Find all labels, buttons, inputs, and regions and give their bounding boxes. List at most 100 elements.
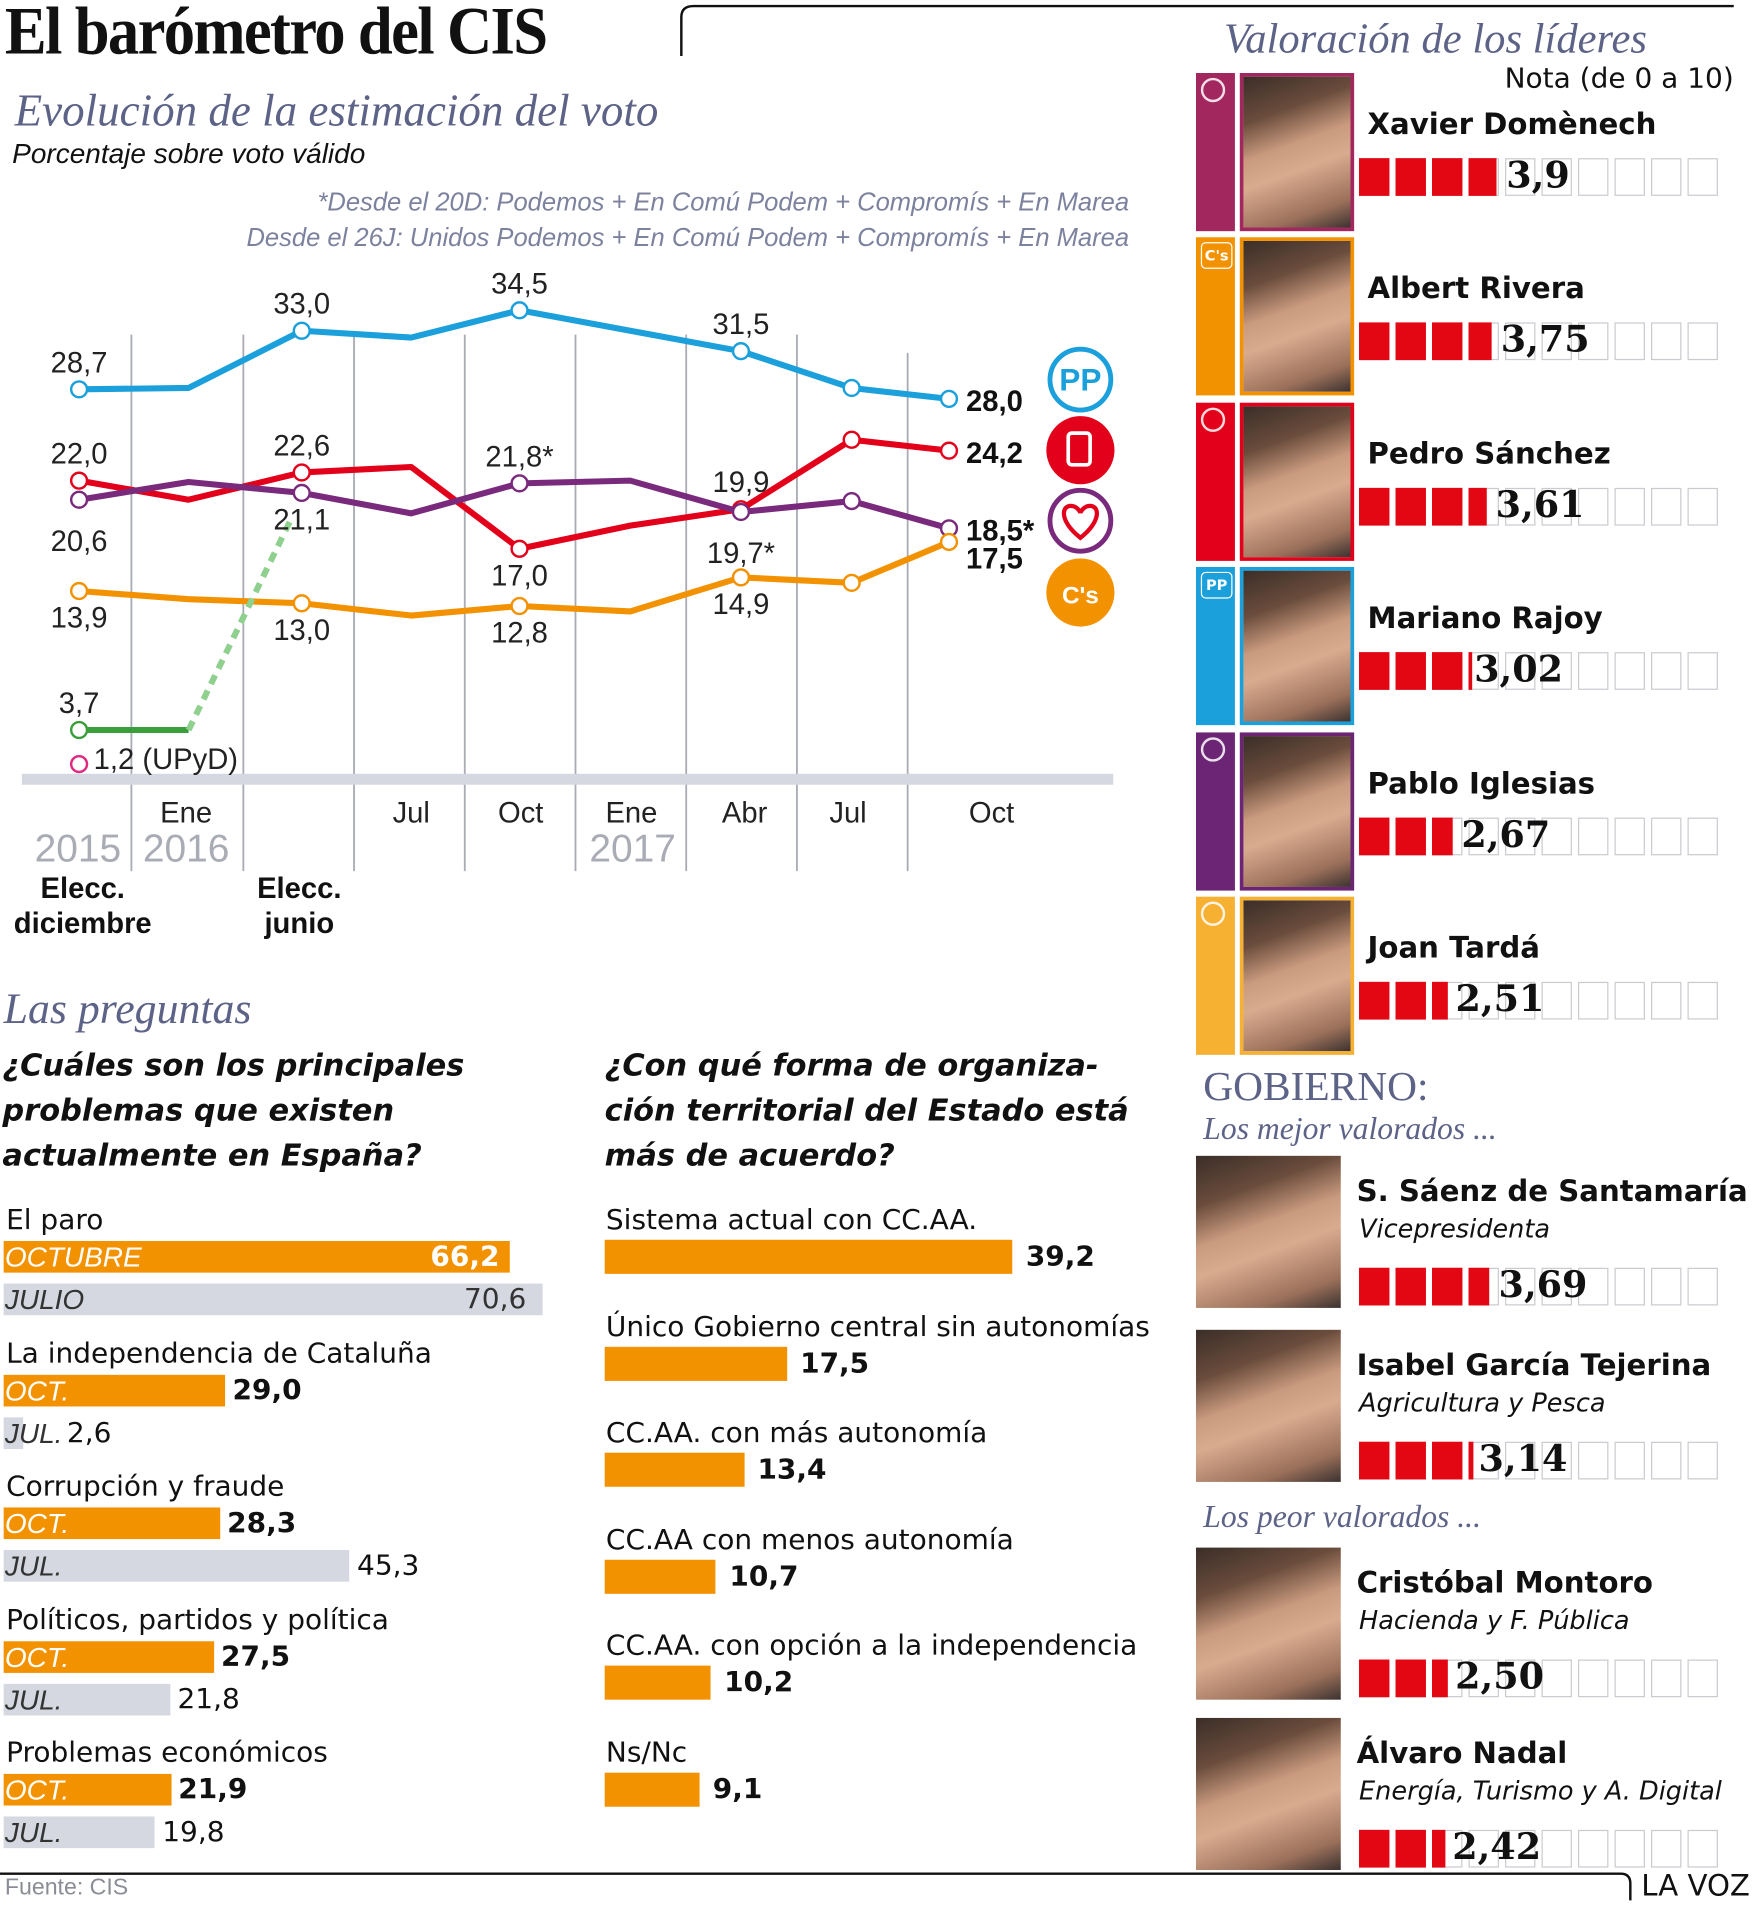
rating-fill xyxy=(1432,1441,1463,1480)
question-1-line: problemas que existen xyxy=(2,1092,395,1128)
axis-band xyxy=(21,773,1114,785)
x-tick-label: Abr xyxy=(722,797,768,829)
rating-score: 3,14 xyxy=(1478,1438,1568,1481)
rating-square xyxy=(1541,817,1572,855)
rating-square xyxy=(1505,487,1536,526)
jul-bar xyxy=(3,1550,350,1582)
rating-fill xyxy=(1359,1441,1390,1480)
oct-value: 27,5 xyxy=(221,1640,291,1673)
rating-scale: 2,51 xyxy=(1359,979,1724,1021)
rating-scale: 2,50 xyxy=(1359,1656,1724,1699)
leader-photo xyxy=(1239,731,1355,891)
rating-fill xyxy=(1395,322,1426,361)
rating-score: 3,61 xyxy=(1495,483,1585,527)
minister-role: Vicepresidenta xyxy=(1359,1214,1551,1244)
rating-square xyxy=(1651,487,1682,526)
rating-square xyxy=(1541,158,1572,196)
x-tick-label: Oct xyxy=(498,797,543,829)
rating-square xyxy=(1505,1659,1536,1698)
data-label: 19,9 xyxy=(713,467,770,499)
oct-label: OCTUBRE xyxy=(4,1241,142,1273)
jul-bar xyxy=(3,1816,155,1849)
rating-square xyxy=(1541,981,1572,1020)
minister-name: Álvaro Nadal xyxy=(1356,1736,1568,1771)
rating-fill xyxy=(1395,1659,1426,1698)
rating-square xyxy=(1651,652,1682,691)
footnote-26j: Desde el 26J: Unidos Podemos + En Comú P… xyxy=(246,223,1130,252)
data-point xyxy=(731,568,751,587)
data-label: 22,0 xyxy=(51,439,108,471)
rating-square xyxy=(1614,487,1645,526)
ciudadanos-logo-icon: C's xyxy=(1200,242,1233,270)
x-tick-label: Ene xyxy=(160,797,212,829)
jul-value: 45,3 xyxy=(357,1550,420,1582)
rating-fill xyxy=(1432,1659,1448,1698)
rating-square xyxy=(1468,981,1499,1020)
oct-value: 28,3 xyxy=(227,1507,297,1540)
territory-value: 39,2 xyxy=(1025,1241,1095,1273)
oct-bar xyxy=(3,1507,220,1540)
minister-photo xyxy=(1195,1329,1341,1482)
logo-disc xyxy=(1046,416,1115,485)
rating-square xyxy=(1578,1829,1609,1868)
leader-name: Mariano Rajoy xyxy=(1367,601,1603,636)
data-point xyxy=(69,754,89,774)
question-2: ¿Con qué forma de organiza- ción territo… xyxy=(605,1043,1129,1178)
rating-fill xyxy=(1432,322,1463,361)
data-point xyxy=(292,321,311,340)
leader-photo xyxy=(1239,896,1355,1055)
oct-value: 66,2 xyxy=(430,1241,500,1273)
data-label: 3,7 xyxy=(59,688,100,720)
rating-square xyxy=(1687,158,1718,196)
rating-fill xyxy=(1432,981,1448,1020)
territory-bar xyxy=(604,1239,1013,1274)
rating-square xyxy=(1651,981,1682,1020)
rating-square xyxy=(1614,817,1645,855)
event-label: diciembre xyxy=(14,908,152,940)
worst-rated-label: Los peor valorados ... xyxy=(1203,1498,1481,1535)
rating-fill xyxy=(1359,817,1390,855)
podemos-logo-icon xyxy=(1047,487,1114,554)
data-point xyxy=(939,532,959,552)
rating-square xyxy=(1468,1829,1499,1868)
data-label: 31,5 xyxy=(713,309,770,341)
rating-square xyxy=(1541,1829,1572,1868)
year-label: 2016 xyxy=(143,827,230,870)
territory-bar xyxy=(604,1346,787,1381)
territory-value: 10,2 xyxy=(724,1666,794,1699)
data-label: 28,0 xyxy=(966,386,1023,418)
rating-square xyxy=(1651,1267,1682,1306)
pp-logo-icon: PP xyxy=(1047,346,1114,413)
jul-value: 2,6 xyxy=(66,1416,112,1449)
oct-bar xyxy=(3,1640,214,1673)
rating-square xyxy=(1687,1659,1718,1698)
oct-bar xyxy=(3,1241,510,1273)
brand-logo: LA VOZ xyxy=(1641,1868,1750,1903)
territory-option-label: Sistema actual con CC.AA. xyxy=(605,1204,978,1237)
minister-photo xyxy=(1195,1155,1341,1308)
data-point xyxy=(69,471,89,490)
oct-label: OCT. xyxy=(4,1374,70,1406)
rating-fill xyxy=(1359,1267,1390,1306)
rating-fill xyxy=(1359,322,1390,361)
rating-square xyxy=(1541,1441,1572,1480)
series-line xyxy=(79,307,950,402)
leader-photo xyxy=(1239,73,1355,232)
oct-bar xyxy=(3,1374,226,1406)
rating-square xyxy=(1505,1441,1536,1480)
data-point xyxy=(842,378,861,398)
best-rated-label: Los mejor valorados ... xyxy=(1203,1110,1497,1147)
data-label: 33,0 xyxy=(273,289,330,321)
party-strip xyxy=(1195,402,1235,561)
podemos-circle xyxy=(1047,487,1114,554)
data-point xyxy=(69,581,89,601)
jul-bar xyxy=(3,1416,24,1449)
rating-square xyxy=(1505,158,1536,196)
oct-label: OCT. xyxy=(4,1507,70,1540)
rating-square xyxy=(1614,158,1645,196)
rating-square xyxy=(1614,322,1645,361)
data-label: 18,5* xyxy=(966,515,1035,547)
rating-square xyxy=(1541,652,1572,691)
rating-square xyxy=(1614,652,1645,691)
rating-square xyxy=(1578,1659,1609,1698)
